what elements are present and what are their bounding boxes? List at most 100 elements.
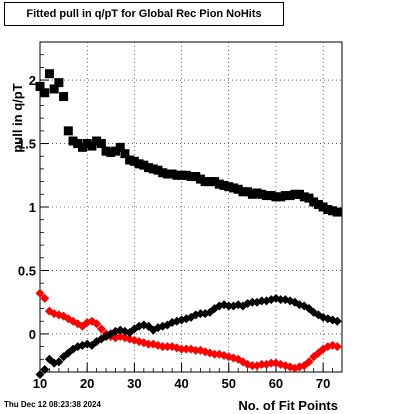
data-point <box>54 357 64 367</box>
data-point <box>210 177 220 187</box>
data-point <box>177 344 187 354</box>
data-point <box>134 159 144 169</box>
data-point <box>40 364 50 374</box>
data-point <box>252 188 262 198</box>
x-tick-label: 10 <box>33 376 47 391</box>
data-point <box>295 189 305 199</box>
data-point <box>313 199 323 209</box>
data-point <box>276 192 286 202</box>
x-tick-label: 70 <box>316 376 330 391</box>
data-point <box>243 187 253 197</box>
x-tick-label: 50 <box>222 376 236 391</box>
y-tick-label: 1.5 <box>18 137 36 152</box>
data-point <box>144 339 154 349</box>
y-tick-label: 2 <box>29 73 36 88</box>
data-point <box>77 142 87 152</box>
data-point <box>332 207 342 217</box>
y-tick-label: 1 <box>29 200 36 215</box>
x-tick-label: 20 <box>80 376 94 391</box>
data-point <box>290 189 300 199</box>
data-point <box>54 78 64 88</box>
data-point <box>247 189 257 199</box>
data-point <box>125 155 135 165</box>
data-point <box>96 324 106 334</box>
data-point <box>271 192 281 202</box>
data-point <box>82 139 92 149</box>
data-point <box>323 205 333 215</box>
data-point <box>101 146 111 156</box>
data-point <box>158 342 168 352</box>
data-point <box>332 342 342 352</box>
data-point <box>181 344 191 354</box>
data-point <box>200 177 210 187</box>
data-point <box>280 191 290 201</box>
data-point <box>162 342 172 352</box>
data-point <box>247 361 257 371</box>
data-point <box>35 81 45 91</box>
data-point <box>219 180 229 190</box>
data-point <box>172 170 182 180</box>
data-point <box>195 174 205 184</box>
data-point <box>73 139 83 149</box>
data-point <box>205 177 215 187</box>
data-point <box>210 349 220 359</box>
data-point <box>96 139 106 149</box>
data-point <box>285 191 295 201</box>
data-point <box>87 141 97 151</box>
data-point <box>191 172 201 182</box>
data-point <box>266 191 276 201</box>
y-tick-label: 0.5 <box>18 263 36 278</box>
data-point <box>92 319 102 329</box>
y-tick-label: 0 <box>29 327 36 342</box>
data-point <box>35 370 45 380</box>
y-axis-label: pull in q/pT <box>10 83 25 152</box>
data-point <box>214 179 224 189</box>
data-point <box>68 136 78 146</box>
data-point <box>144 163 154 173</box>
x-tick-label: 40 <box>174 376 188 391</box>
data-point <box>262 191 271 201</box>
data-point <box>40 88 50 98</box>
data-point <box>120 149 130 159</box>
data-point <box>238 187 248 197</box>
data-point <box>257 296 267 306</box>
data-point <box>162 169 172 179</box>
x-tick-label: 30 <box>127 376 141 391</box>
data-point <box>49 84 59 94</box>
data-point <box>309 197 319 207</box>
x-tick-label: 60 <box>269 376 283 391</box>
axis-ticks: 10 20 30 40 50 60 70 0 0.5 1 1.5 2 <box>18 54 343 391</box>
data-point <box>304 357 314 367</box>
data-point <box>148 164 158 174</box>
data-point <box>167 169 177 179</box>
data-point <box>276 295 286 305</box>
data-point <box>35 288 45 298</box>
data-point <box>139 160 149 170</box>
data-point <box>224 182 234 192</box>
data-point <box>299 192 309 202</box>
data-point <box>181 170 191 180</box>
data-point <box>111 146 120 156</box>
data-point <box>247 297 257 307</box>
data-marks <box>35 69 342 380</box>
data-point <box>186 172 196 182</box>
data-point <box>195 309 205 319</box>
x-axis-label: No. of Fit Points <box>238 398 338 413</box>
data-point <box>177 170 187 180</box>
data-point <box>332 316 342 326</box>
data-point <box>129 156 139 166</box>
chart-title: Fitted pull in q/pT for Global Rec Pion … <box>4 2 284 26</box>
data-point <box>115 142 125 152</box>
data-point <box>257 359 267 369</box>
data-point <box>153 165 163 175</box>
data-point <box>191 345 201 355</box>
data-point <box>59 92 69 102</box>
data-point <box>158 168 168 178</box>
data-point <box>304 193 314 203</box>
data-point <box>328 206 338 216</box>
data-point <box>92 136 102 146</box>
data-point <box>228 183 238 193</box>
data-point <box>63 126 73 136</box>
data-point <box>224 301 234 311</box>
